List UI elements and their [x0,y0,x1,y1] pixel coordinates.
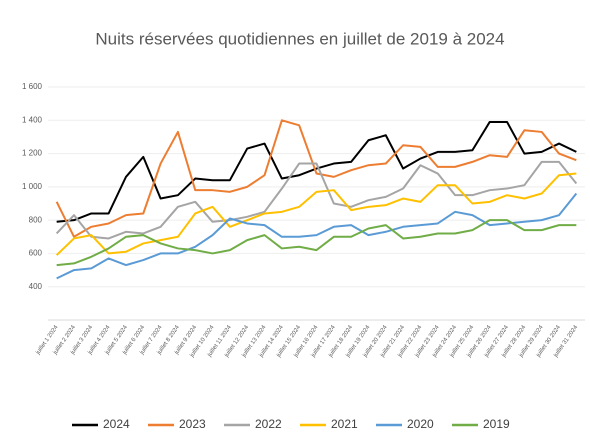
series-line [56,120,577,223]
legend-label: 2020 [407,417,434,431]
y-tick-label: 400 [29,282,43,291]
series-line [55,160,578,240]
chart-title: Nuits réservées quotidiennes en juillet … [95,29,504,48]
y-tick-label: 800 [29,215,43,224]
series-line [55,172,577,256]
series-line [55,119,577,238]
legend-label: 2021 [331,417,358,431]
series-line [56,192,578,280]
y-tick-label: 600 [29,249,43,258]
y-tick-label: 1 600 [22,82,43,91]
y-tick-label: 1 200 [22,149,43,158]
legend-label: 2024 [103,417,130,431]
legend-label: 2019 [483,417,510,431]
legend-label: 2023 [179,417,206,431]
legend-label: 2022 [255,417,282,431]
series-line [56,219,577,267]
y-tick-label: 1 400 [22,115,43,124]
y-tick-label: 1 000 [22,182,43,191]
